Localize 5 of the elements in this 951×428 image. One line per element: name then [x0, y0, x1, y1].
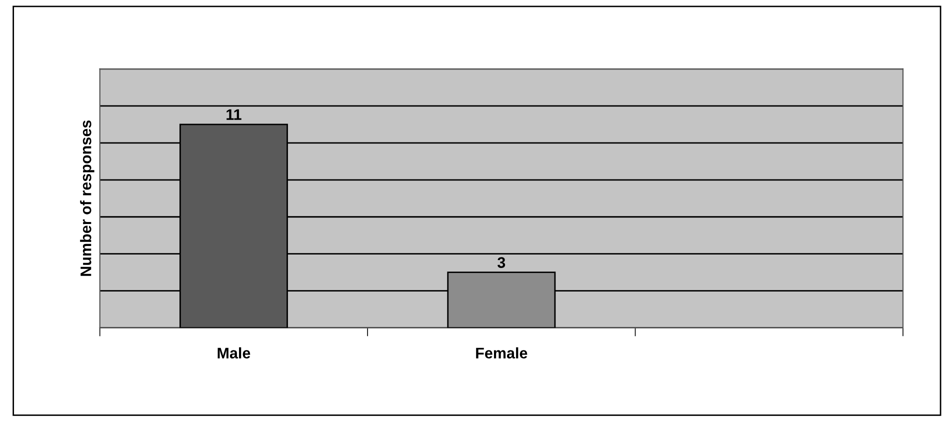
x-tick-label: Male	[218, 347, 250, 359]
x-tick-label: Female	[476, 347, 528, 359]
data-label: 11	[226, 109, 242, 120]
y-axis-title: Number of responses	[80, 120, 94, 276]
data-label: 3	[498, 257, 506, 268]
